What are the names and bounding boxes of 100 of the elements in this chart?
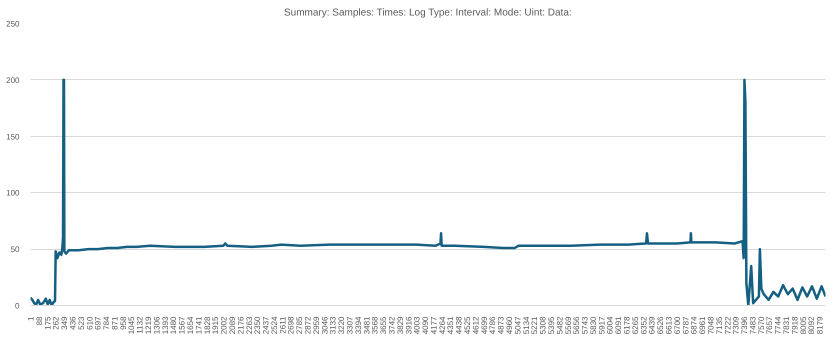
x-tick-label: 3046 xyxy=(320,316,330,334)
x-tick-label: 6091 xyxy=(614,316,624,334)
x-tick-label: 4351 xyxy=(446,316,456,334)
x-tick-label: 7744 xyxy=(774,316,783,334)
x-tick-label: 6613 xyxy=(664,316,674,334)
x-tick-label: 5221 xyxy=(530,316,540,334)
x-tick-label: 958 xyxy=(118,316,128,330)
x-tick-label: 7570 xyxy=(756,316,766,334)
x-tick-label: 6265 xyxy=(630,316,640,334)
y-tick-label: 100 xyxy=(6,188,20,198)
x-tick-label: 7309 xyxy=(732,316,741,334)
x-tick-label: 6787 xyxy=(681,316,690,334)
x-tick-label: 8005 xyxy=(798,316,808,334)
x-tick-label: 6700 xyxy=(672,316,682,334)
x-tick-label: 1480 xyxy=(169,316,178,334)
x-tick-label: 5395 xyxy=(546,316,556,334)
x-tick-label: 871 xyxy=(110,316,120,330)
x-tick-label: 4090 xyxy=(421,316,430,334)
x-tick-label: 2002 xyxy=(220,316,229,334)
x-tick-label: 3742 xyxy=(387,316,396,334)
x-tick-label: 4960 xyxy=(505,316,514,334)
x-tick-label: 3394 xyxy=(354,316,363,334)
x-tick-label: 7396 xyxy=(740,316,750,334)
line-series xyxy=(30,78,826,306)
x-tick-label: 1045 xyxy=(127,316,136,334)
x-tick-label: 5134 xyxy=(522,316,531,334)
x-tick-label: 1219 xyxy=(144,316,154,334)
x-tick-label: 523 xyxy=(76,316,86,330)
x-tick-label: 1915 xyxy=(211,316,220,334)
x-tick-label: 4438 xyxy=(454,316,464,334)
x-tick-label: 610 xyxy=(85,316,94,330)
x-tick-label: 2872 xyxy=(304,316,313,334)
x-tick-label: 6961 xyxy=(698,316,708,334)
x-tick-label: 4525 xyxy=(463,316,472,334)
x-tick-label: 6004 xyxy=(606,316,615,334)
x-tick-label: 4873 xyxy=(496,316,506,334)
x-tick-label: 4786 xyxy=(488,316,498,334)
x-tick-label: 6874 xyxy=(690,316,699,334)
x-tick-label: 5047 xyxy=(513,316,522,334)
x-tick-label: 6439 xyxy=(648,316,657,334)
y-tick-label: 200 xyxy=(6,76,20,85)
x-tick-label: 4177 xyxy=(429,316,438,334)
x-tick-label: 4003 xyxy=(412,316,422,334)
x-tick-label: 7048 xyxy=(706,316,716,334)
x-tick-label: 3655 xyxy=(379,316,388,334)
x-tick-label: 262 xyxy=(52,316,61,330)
x-tick-label: 5656 xyxy=(572,316,582,334)
x-tick-label: 1567 xyxy=(178,316,187,334)
x-tick-label: 2959 xyxy=(312,316,321,334)
x-tick-label: 1306 xyxy=(152,316,162,334)
x-tick-label: 7222 xyxy=(723,316,732,334)
x-tick-label: 5917 xyxy=(597,316,606,334)
x-tick-label: 6178 xyxy=(622,316,632,334)
chart-title: Summary: Samples: Times: Log Type: Interval: Mode: Uint: Data: xyxy=(284,8,572,18)
x-tick-label: 4264 xyxy=(438,316,447,334)
y-tick-label: 150 xyxy=(6,132,20,142)
x-tick-label: 2698 xyxy=(286,316,296,334)
x-tick-label: 7135 xyxy=(714,316,724,334)
x-tick-label: 2350 xyxy=(253,316,262,334)
x-tick-label: 1828 xyxy=(202,316,212,334)
x-tick-label: 3481 xyxy=(362,316,372,334)
x-tick-label: 2785 xyxy=(295,316,304,334)
x-tick-label: 349 xyxy=(60,316,70,330)
x-tick-label: 7657 xyxy=(765,316,774,334)
y-tick-label: 0 xyxy=(15,302,20,310)
x-tick-label: 1654 xyxy=(186,316,195,334)
x-tick-label: 784 xyxy=(102,316,112,330)
x-tick-label: 697 xyxy=(94,316,103,330)
x-tick-label: 88 xyxy=(34,316,44,326)
x-tick-label: 5743 xyxy=(580,316,590,334)
x-tick-label: 436 xyxy=(68,316,78,330)
x-tick-label: 3133 xyxy=(328,316,338,334)
x-tick-label: 2263 xyxy=(244,316,254,334)
x-tick-label: 1132 xyxy=(136,316,145,334)
x-tick-label: 175 xyxy=(43,316,52,330)
x-tick-label: 3307 xyxy=(346,316,355,334)
x-tick-label: 4612 xyxy=(471,316,480,334)
x-tick-label: 3220 xyxy=(337,316,346,334)
x-tick-label: 5830 xyxy=(588,316,598,334)
x-tick-label: 7918 xyxy=(790,316,800,334)
y-tick-label: 50 xyxy=(10,245,20,254)
x-tick-label: 7831 xyxy=(782,316,792,334)
x-tick-label: 5308 xyxy=(538,316,548,334)
x-tick-label: 2524 xyxy=(270,316,279,334)
x-tick-label: 3568 xyxy=(370,316,380,334)
x-tick-label: 8179 xyxy=(816,316,825,334)
x-tick-label: 1393 xyxy=(160,316,170,334)
x-tick-label: 6352 xyxy=(639,316,648,334)
x-tick-label: 3916 xyxy=(404,316,414,334)
x-tick-label: 7483 xyxy=(748,316,758,334)
x-tick-label: 5569 xyxy=(564,316,573,334)
x-tick-label: 2437 xyxy=(262,316,271,334)
y-tick-label: 250 xyxy=(6,20,20,28)
x-tick-label: 2611 xyxy=(278,316,288,334)
x-tick-label: 2089 xyxy=(228,316,237,334)
x-tick-label: 2176 xyxy=(236,316,246,334)
x-tick-label: 6526 xyxy=(656,316,666,334)
x-tick-label: 5482 xyxy=(555,316,564,334)
x-tick-label: 4699 xyxy=(480,316,489,334)
x-tick-label: 8092 xyxy=(807,316,816,334)
